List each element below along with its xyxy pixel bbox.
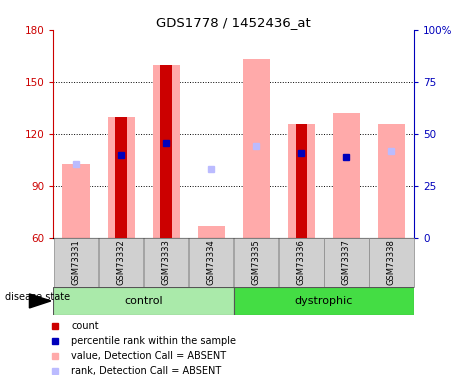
Bar xyxy=(288,124,315,238)
Bar xyxy=(324,238,369,287)
Text: disease state: disease state xyxy=(5,292,70,302)
Text: GSM73331: GSM73331 xyxy=(72,240,80,285)
Text: GSM73336: GSM73336 xyxy=(297,240,306,285)
Bar xyxy=(333,113,360,238)
Bar xyxy=(189,238,233,287)
Bar xyxy=(53,287,233,315)
Bar xyxy=(234,238,279,287)
Bar xyxy=(369,238,414,287)
Bar xyxy=(243,60,270,238)
Bar xyxy=(233,287,414,315)
Title: GDS1778 / 1452436_at: GDS1778 / 1452436_at xyxy=(156,16,311,29)
Text: GSM73337: GSM73337 xyxy=(342,240,351,285)
Text: percentile rank within the sample: percentile rank within the sample xyxy=(71,336,236,346)
Bar xyxy=(144,238,188,287)
Text: GSM73332: GSM73332 xyxy=(117,240,126,285)
Bar xyxy=(153,64,179,238)
Text: count: count xyxy=(71,321,99,331)
Text: dystrophic: dystrophic xyxy=(294,296,353,306)
Text: value, Detection Call = ABSENT: value, Detection Call = ABSENT xyxy=(71,351,226,361)
Bar xyxy=(115,117,126,238)
Text: GSM73333: GSM73333 xyxy=(162,240,171,285)
Text: GSM73335: GSM73335 xyxy=(252,240,261,285)
Text: GSM73334: GSM73334 xyxy=(206,240,216,285)
Bar xyxy=(160,64,172,238)
Polygon shape xyxy=(29,294,51,308)
Bar xyxy=(62,164,89,238)
Text: rank, Detection Call = ABSENT: rank, Detection Call = ABSENT xyxy=(71,366,221,375)
Text: GSM73338: GSM73338 xyxy=(387,240,396,285)
Text: control: control xyxy=(124,296,163,306)
Bar xyxy=(296,124,307,238)
Bar xyxy=(107,117,134,238)
Bar xyxy=(53,238,98,287)
Bar xyxy=(378,124,405,238)
Bar xyxy=(99,238,143,287)
Bar xyxy=(279,238,324,287)
Bar xyxy=(198,226,225,238)
